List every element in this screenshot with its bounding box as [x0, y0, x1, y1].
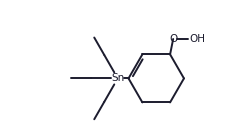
Text: O: O	[169, 34, 177, 44]
Text: Sn: Sn	[111, 73, 124, 83]
Text: OH: OH	[189, 34, 205, 44]
